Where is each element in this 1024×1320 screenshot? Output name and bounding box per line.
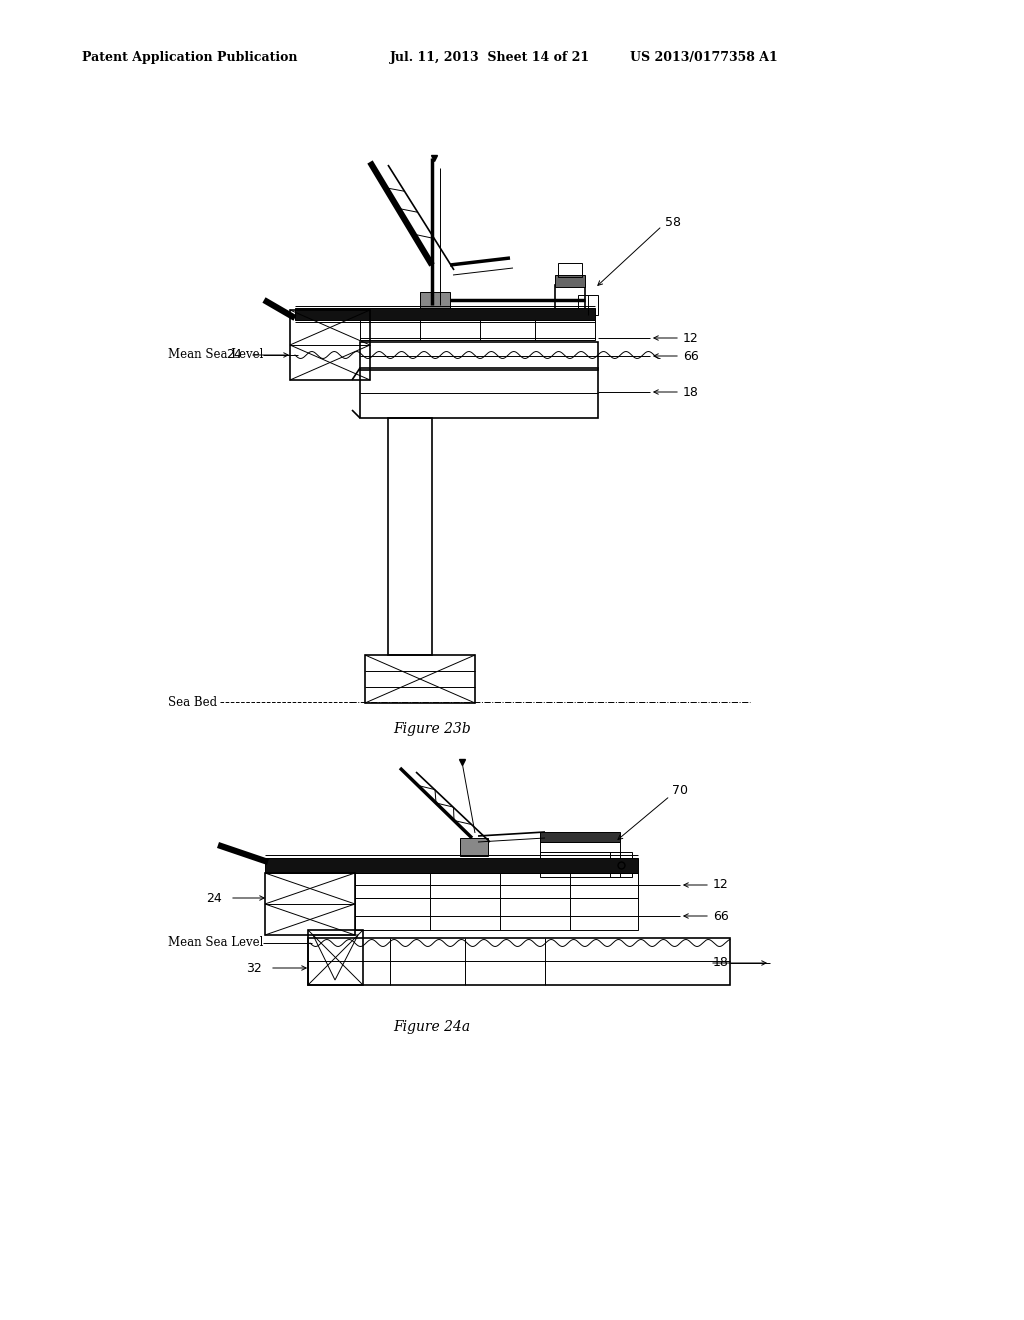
Bar — [355, 873, 638, 898]
Bar — [365, 655, 475, 704]
Text: 12: 12 — [683, 331, 698, 345]
Text: Figure 23b: Figure 23b — [393, 722, 471, 737]
Text: 66: 66 — [683, 350, 698, 363]
Text: 32: 32 — [246, 961, 262, 974]
Bar — [308, 939, 730, 985]
Bar — [540, 851, 620, 862]
Bar — [290, 310, 370, 380]
Text: 66: 66 — [713, 909, 729, 923]
Text: Mean Sea Level: Mean Sea Level — [168, 347, 263, 360]
Bar — [540, 832, 620, 842]
Bar — [360, 368, 598, 418]
Bar — [360, 319, 595, 341]
Bar — [360, 342, 598, 370]
Text: US 2013/0177358 A1: US 2013/0177358 A1 — [630, 51, 778, 65]
Text: Mean Sea Level: Mean Sea Level — [168, 936, 263, 949]
Bar — [460, 838, 488, 855]
Text: 18: 18 — [683, 385, 698, 399]
Bar — [540, 842, 620, 851]
Bar — [355, 898, 638, 931]
Bar — [578, 294, 598, 315]
Text: Figure 24a: Figure 24a — [393, 1020, 471, 1034]
Text: 12: 12 — [713, 879, 729, 891]
Bar — [265, 858, 638, 873]
Text: 70: 70 — [672, 784, 688, 796]
Bar — [420, 292, 450, 310]
Text: 18: 18 — [713, 957, 729, 969]
Bar — [265, 873, 355, 935]
Text: Sea Bed: Sea Bed — [168, 696, 217, 709]
Text: Jul. 11, 2013  Sheet 14 of 21: Jul. 11, 2013 Sheet 14 of 21 — [390, 51, 590, 65]
Bar — [295, 308, 595, 319]
Text: 24: 24 — [206, 891, 222, 904]
Bar — [558, 263, 582, 277]
Bar — [610, 851, 632, 876]
Text: 58: 58 — [665, 215, 681, 228]
Bar — [555, 275, 585, 286]
Bar — [308, 931, 362, 985]
Bar — [388, 418, 432, 655]
Text: Patent Application Publication: Patent Application Publication — [82, 51, 298, 65]
Text: 24: 24 — [226, 348, 242, 362]
Bar — [540, 862, 620, 876]
Bar — [555, 285, 585, 315]
